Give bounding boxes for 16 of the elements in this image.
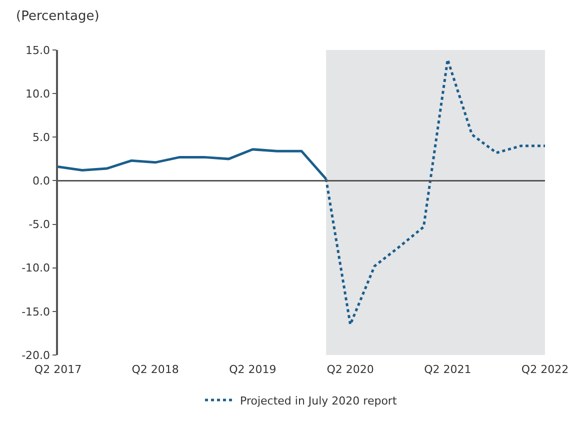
x-tick-label: Q2 2018 xyxy=(132,363,179,376)
y-axis-title: (Percentage) xyxy=(16,9,100,24)
y-tick-label: -20.0 xyxy=(22,348,50,362)
y-tick-label: 10.0 xyxy=(26,87,50,100)
x-tick-label: Q2 2020 xyxy=(326,363,374,376)
y-tick-label: 15.0 xyxy=(26,44,50,57)
legend-label: Projected in July 2020 report xyxy=(240,394,398,408)
y-tick-label: -10.0 xyxy=(22,262,50,275)
x-tick-label: Q2 2019 xyxy=(229,363,276,376)
x-tick-label: Q2 2017 xyxy=(34,363,82,376)
y-tick-label: -5.0 xyxy=(28,218,50,232)
x-tick-label: Q2 2021 xyxy=(424,363,472,376)
x-tick-label: Q2 2022 xyxy=(521,363,569,376)
y-tick-label: 5.0 xyxy=(32,130,50,144)
y-tick-label: 0.0 xyxy=(32,174,50,188)
y-tick-label: -15.0 xyxy=(22,305,50,318)
